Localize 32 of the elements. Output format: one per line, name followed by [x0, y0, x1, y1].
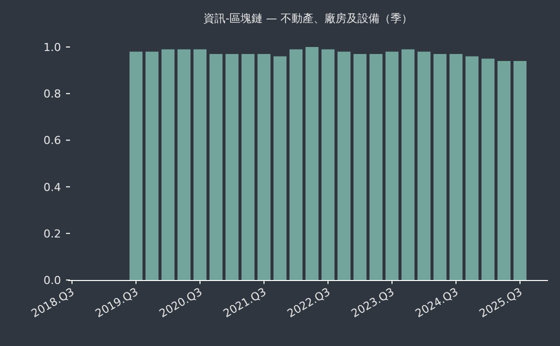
bar	[338, 52, 350, 280]
bar	[386, 52, 398, 280]
bar	[274, 56, 286, 280]
y-tick-label: 0.2	[44, 227, 61, 240]
bar	[306, 47, 318, 280]
y-tick-label: 0.0	[44, 274, 61, 287]
bar	[290, 49, 302, 280]
bar	[242, 54, 254, 280]
bar	[178, 49, 190, 280]
bar	[450, 54, 462, 280]
bar	[322, 49, 334, 280]
y-tick-label: 0.8	[44, 88, 61, 101]
bar	[370, 54, 382, 280]
bar	[466, 56, 478, 280]
bar	[210, 54, 222, 280]
bar	[194, 49, 206, 280]
y-tick-label: 1.0	[44, 41, 61, 54]
bar	[434, 54, 446, 280]
bar	[130, 52, 142, 280]
bar	[498, 60, 510, 280]
chart-title: 資訊-區塊鏈 — 不動產、廠房及設備（季）	[204, 12, 412, 25]
bar	[354, 54, 366, 280]
bar	[482, 58, 494, 280]
y-tick-label: 0.6	[44, 134, 61, 148]
bar	[226, 54, 238, 280]
bar	[418, 52, 430, 280]
bar	[258, 54, 270, 280]
bar	[146, 52, 158, 280]
bar	[162, 49, 174, 280]
bar	[514, 60, 526, 280]
y-tick-label: 0.4	[44, 180, 61, 194]
bar	[402, 49, 414, 280]
